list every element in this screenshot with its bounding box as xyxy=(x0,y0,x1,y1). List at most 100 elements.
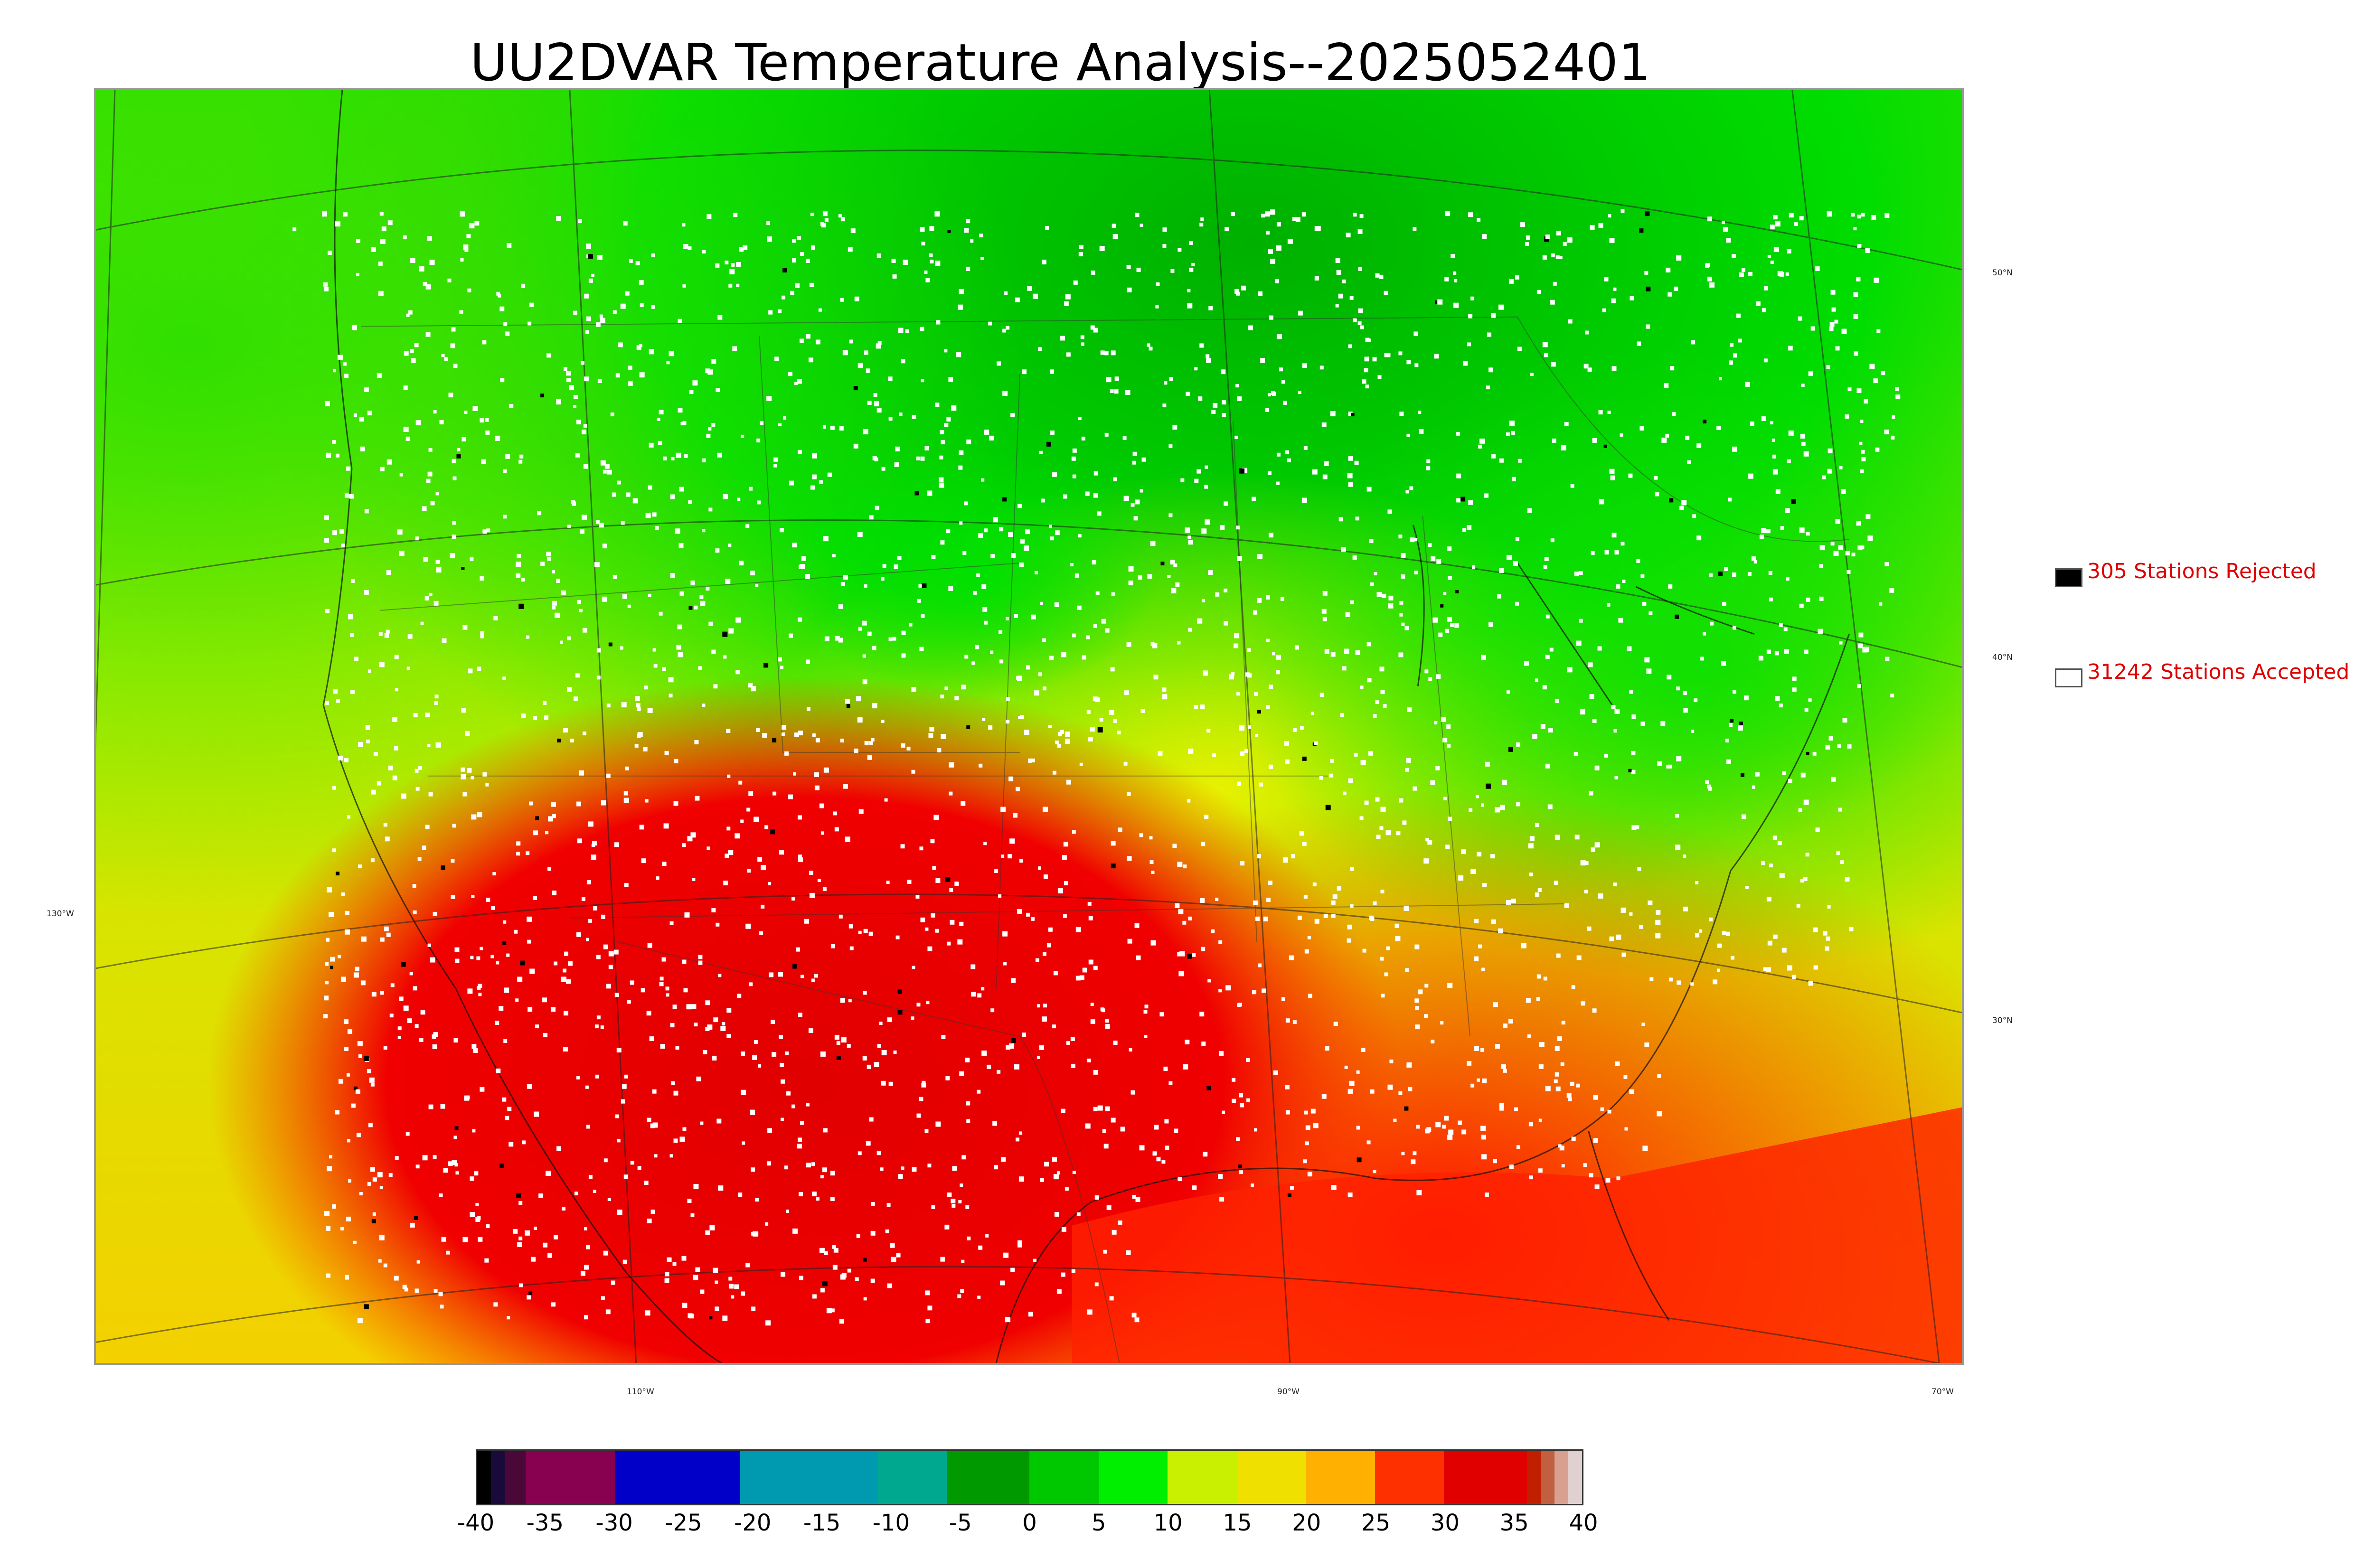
station-marker xyxy=(1321,609,1327,614)
station-marker xyxy=(1405,490,1409,494)
station-marker xyxy=(1401,574,1405,579)
station-marker xyxy=(849,946,854,950)
station-marker xyxy=(768,882,772,886)
station-marker xyxy=(1384,972,1388,976)
station-marker xyxy=(952,1166,957,1171)
station-marker xyxy=(601,914,605,919)
station-marker xyxy=(1099,246,1105,251)
station-marker xyxy=(736,283,740,287)
station-marker xyxy=(1448,817,1452,821)
station-marker xyxy=(1851,213,1855,217)
station-marker xyxy=(1266,638,1270,642)
station-marker xyxy=(941,440,945,444)
station-marker xyxy=(1486,783,1491,789)
station-marker xyxy=(628,381,633,386)
station-marker xyxy=(1215,897,1219,901)
station-marker xyxy=(887,1283,892,1288)
station-marker xyxy=(1003,1252,1009,1258)
station-marker xyxy=(848,247,853,252)
station-marker xyxy=(1346,233,1351,238)
station-marker xyxy=(593,1190,596,1193)
station-marker xyxy=(673,1138,678,1143)
station-marker xyxy=(755,583,759,587)
station-marker xyxy=(1383,704,1387,708)
station-marker xyxy=(1099,718,1103,722)
station-marker xyxy=(754,1040,758,1044)
station-marker xyxy=(573,310,577,315)
station-marker xyxy=(1423,858,1429,864)
station-marker xyxy=(737,994,742,998)
station-marker xyxy=(1808,371,1813,376)
colorbar-segment xyxy=(491,1451,505,1504)
station-marker xyxy=(700,601,706,606)
station-marker xyxy=(1804,649,1809,654)
station-marker xyxy=(947,1192,952,1198)
station-marker xyxy=(429,592,433,596)
station-marker xyxy=(324,538,330,543)
station-marker xyxy=(797,1144,802,1149)
station-marker xyxy=(1285,1110,1290,1115)
station-marker xyxy=(765,1320,771,1326)
station-marker xyxy=(356,1133,361,1137)
station-marker xyxy=(1041,1016,1047,1022)
station-marker xyxy=(503,1039,508,1043)
station-marker xyxy=(617,480,621,485)
station-marker xyxy=(1034,571,1038,574)
station-marker xyxy=(1289,955,1294,960)
station-marker xyxy=(675,528,680,534)
station-marker xyxy=(1102,1129,1106,1133)
station-marker xyxy=(966,1119,970,1123)
station-marker xyxy=(340,544,345,548)
station-marker xyxy=(600,318,605,323)
station-marker xyxy=(1600,1107,1604,1111)
station-marker xyxy=(979,234,983,238)
station-marker xyxy=(1840,860,1844,864)
station-marker xyxy=(1097,511,1102,516)
station-marker xyxy=(728,283,733,288)
station-marker xyxy=(1485,761,1490,767)
station-marker xyxy=(670,573,675,578)
station-marker xyxy=(895,935,900,939)
station-marker xyxy=(707,369,713,375)
colorbar-segment xyxy=(505,1451,526,1504)
station-marker xyxy=(1724,567,1729,571)
station-marker xyxy=(1779,873,1785,879)
station-marker xyxy=(1348,456,1353,461)
station-marker xyxy=(1506,690,1510,694)
station-marker xyxy=(715,548,720,553)
station-marker xyxy=(921,1082,926,1088)
station-marker xyxy=(728,544,732,547)
station-marker xyxy=(1629,912,1633,916)
station-marker xyxy=(1399,798,1404,803)
station-marker xyxy=(1101,1008,1105,1013)
station-marker xyxy=(623,791,628,796)
station-marker xyxy=(672,1005,677,1009)
station-marker xyxy=(521,714,526,719)
temperature-map[interactable] xyxy=(94,88,1964,1365)
station-marker xyxy=(1275,670,1280,675)
station-marker xyxy=(594,1024,599,1029)
station-marker xyxy=(1138,575,1142,580)
station-marker xyxy=(1486,385,1490,390)
station-marker xyxy=(897,556,902,561)
station-marker xyxy=(862,1056,867,1061)
station-marker xyxy=(1292,728,1297,732)
station-marker xyxy=(1691,729,1695,733)
station-marker xyxy=(1445,211,1451,216)
station-marker xyxy=(390,983,395,987)
station-marker xyxy=(596,648,601,653)
station-marker xyxy=(1788,779,1792,783)
station-marker xyxy=(1621,952,1626,957)
station-marker xyxy=(1719,377,1723,381)
colorbar-segment xyxy=(1029,1451,1099,1504)
station-marker xyxy=(1257,598,1262,603)
station-marker xyxy=(1232,1099,1236,1103)
station-marker xyxy=(1461,849,1466,854)
station-marker xyxy=(1382,593,1386,598)
station-marker xyxy=(1748,473,1753,479)
station-marker xyxy=(1367,678,1372,683)
station-marker xyxy=(325,701,330,705)
station-marker xyxy=(336,699,340,703)
station-marker xyxy=(1404,905,1409,911)
station-marker xyxy=(1767,940,1772,946)
